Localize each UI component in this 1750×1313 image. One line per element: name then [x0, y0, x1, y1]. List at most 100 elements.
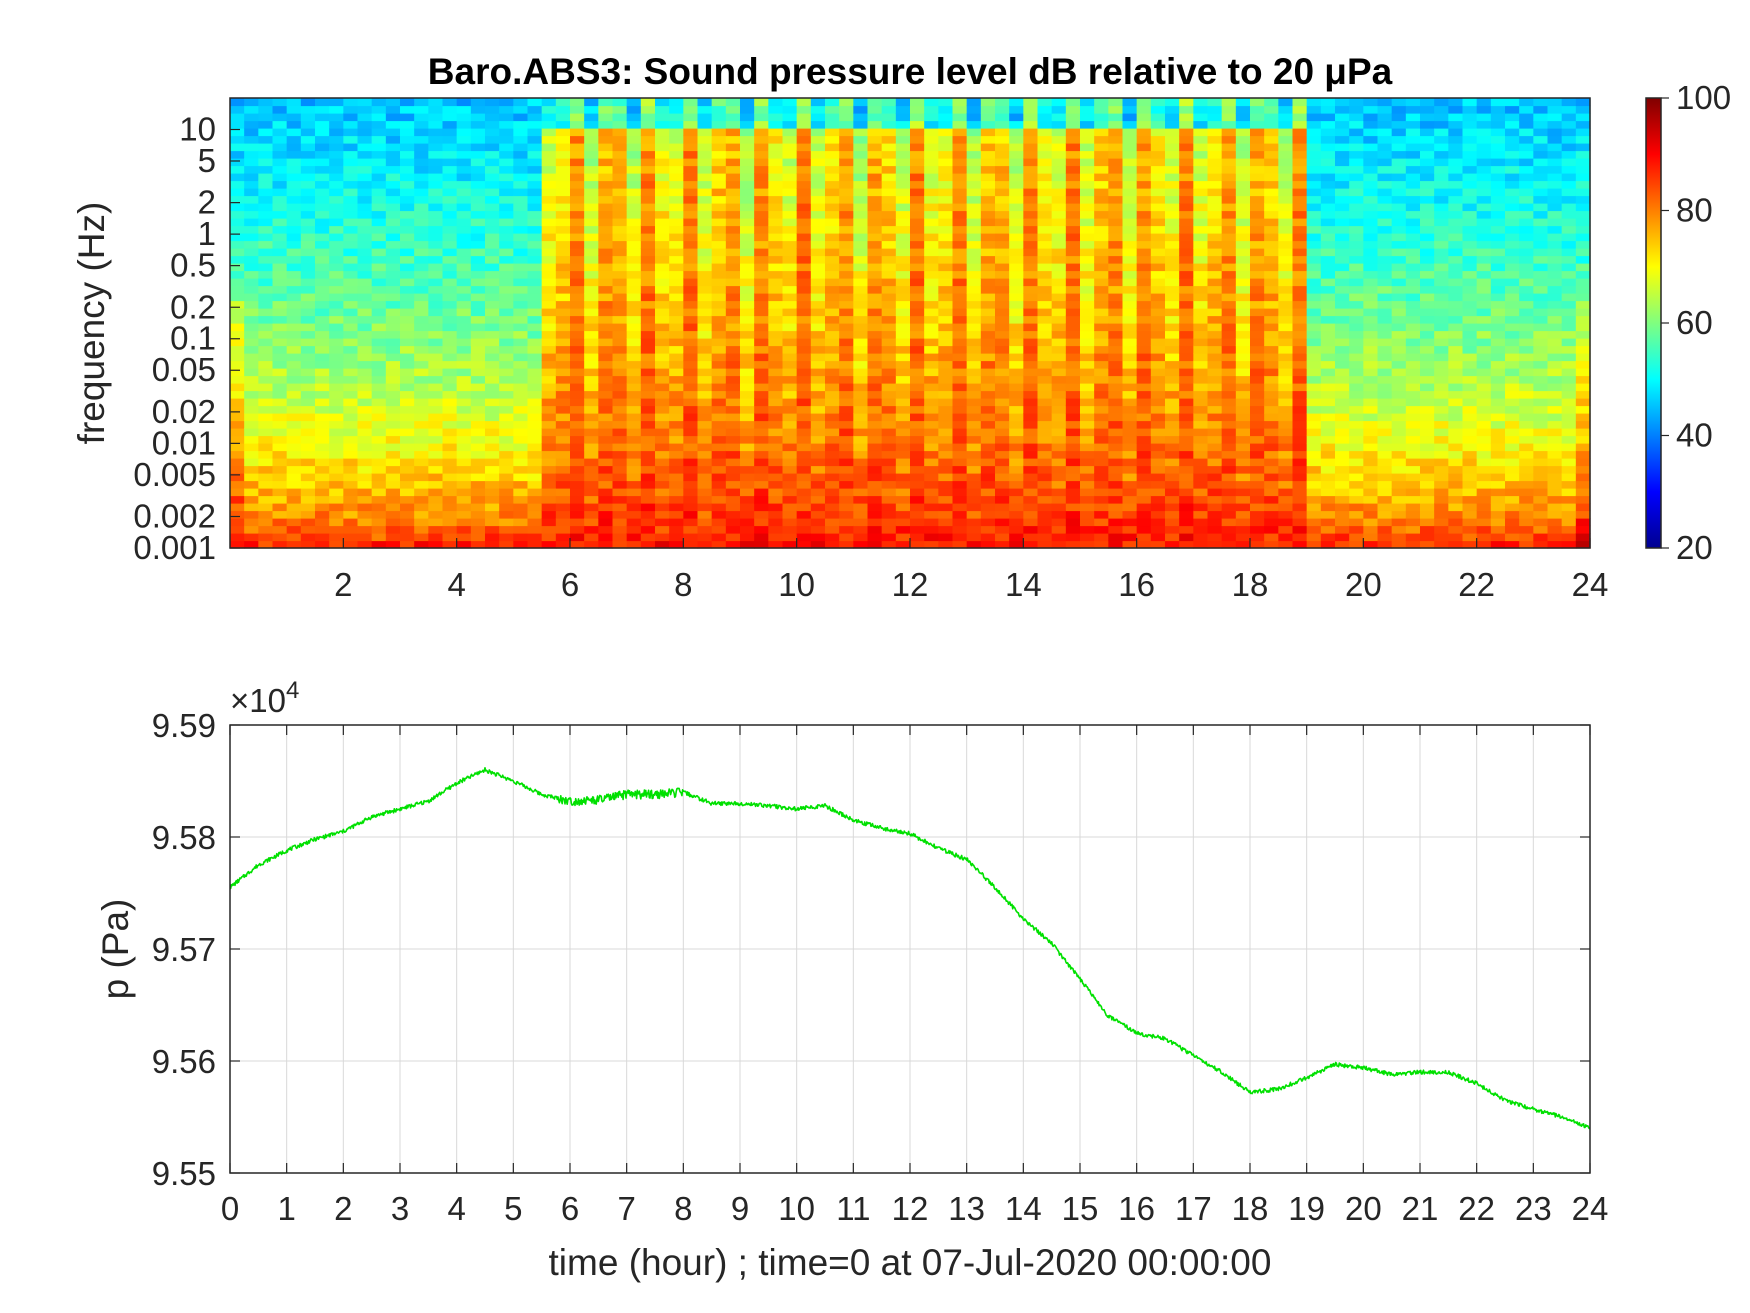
heatmap-cell [1250, 293, 1265, 302]
heatmap-cell [810, 158, 826, 167]
heatmap-cell [1292, 450, 1308, 459]
heatmap-cell [853, 360, 869, 369]
heatmap-cell [1292, 533, 1308, 542]
heatmap-cell [555, 240, 571, 249]
heatmap-cell [1179, 428, 1194, 437]
heatmap-cell [1009, 263, 1024, 272]
heatmap-cell [1037, 120, 1053, 129]
heatmap-cell [456, 510, 472, 519]
heatmap-cell [1278, 525, 1294, 534]
heatmap-cell [938, 533, 954, 542]
heatmap-cell [683, 428, 699, 437]
heatmap-cell [1264, 390, 1279, 399]
heatmap-cell [1278, 135, 1294, 144]
heatmap-cell [825, 540, 840, 549]
heatmap-cell [669, 248, 684, 257]
heatmap-cell [272, 345, 288, 354]
heatmap-cell [485, 143, 500, 152]
heatmap-cell [1377, 233, 1393, 242]
heatmap-cell [1349, 435, 1364, 444]
heatmap-cell [754, 263, 769, 272]
heatmap-cell [1165, 263, 1180, 272]
heatmap-cell [895, 338, 911, 347]
heatmap-cell [1080, 128, 1095, 137]
heatmap-cell [924, 428, 939, 437]
heatmap-cell [995, 383, 1010, 392]
heatmap-cell [1335, 503, 1350, 512]
heatmap-cell [329, 263, 344, 272]
heatmap-cell [1278, 120, 1294, 129]
heatmap-cell [1037, 158, 1053, 167]
heatmap-cell [853, 473, 869, 482]
heatmap-cell [740, 210, 755, 219]
heatmap-cell [711, 465, 727, 474]
heatmap-cell [1122, 480, 1138, 489]
heatmap-cell [1221, 210, 1237, 219]
heatmap-cell [626, 278, 642, 287]
heatmap-cell [513, 285, 529, 294]
heatmap-cell [1320, 465, 1336, 474]
heatmap-cell [867, 233, 883, 242]
heatmap-cell [414, 308, 429, 317]
heatmap-cell [513, 360, 529, 369]
heatmap-cell [1037, 128, 1053, 137]
heatmap-cell [1122, 465, 1138, 474]
heatmap-cell [272, 105, 288, 114]
heatmap-cell [938, 105, 954, 114]
heatmap-cell [513, 128, 529, 137]
heatmap-cell [1080, 98, 1095, 107]
heatmap-cell [400, 195, 415, 204]
heatmap-cell [570, 240, 585, 249]
heatmap-cell [655, 443, 670, 452]
heatmap-cell [456, 465, 472, 474]
heatmap-cell [725, 435, 741, 444]
heatmap-cell [782, 360, 798, 369]
heatmap-cell [1179, 375, 1194, 384]
heatmap-cell [343, 435, 359, 444]
heatmap-cell [1023, 465, 1039, 474]
heatmap-cell [470, 525, 486, 534]
heatmap-cell [825, 495, 840, 504]
heatmap-cell [1108, 240, 1124, 249]
heatmap-cell [272, 218, 288, 227]
heatmap-cell [1363, 285, 1379, 294]
heatmap-cell [286, 330, 302, 339]
heatmap-cell [669, 210, 684, 219]
heatmap-cell [456, 98, 472, 107]
heatmap-cell [1405, 510, 1421, 519]
heatmap-cell [286, 135, 302, 144]
heatmap-cell [980, 338, 996, 347]
heatmap-cell [1335, 405, 1350, 414]
heatmap-cell [1335, 210, 1350, 219]
heatmap-cell [570, 495, 585, 504]
heatmap-cell [1179, 458, 1194, 467]
heatmap-cell [428, 98, 444, 107]
heatmap-cell [810, 510, 826, 519]
heatmap-cell [1009, 143, 1024, 152]
heatmap-cell [1292, 338, 1308, 347]
heatmap-cell [1221, 300, 1237, 309]
heatmap-cell [725, 413, 741, 422]
heatmap-cell [272, 158, 288, 167]
heatmap-cell [839, 270, 854, 279]
heatmap-cell [1023, 195, 1039, 204]
heatmap-cell [1009, 315, 1024, 324]
heatmap-cell [315, 338, 330, 347]
heatmap-cell [669, 158, 684, 167]
heatmap-cell [1122, 270, 1138, 279]
heatmap-cell [810, 128, 826, 137]
heatmap-cell [1320, 345, 1336, 354]
heatmap-cell [669, 488, 684, 497]
heatmap-cell [740, 398, 755, 407]
heatmap-cell [881, 300, 897, 309]
heatmap-cell [938, 413, 954, 422]
heatmap-cell [612, 405, 628, 414]
heatmap-cell [414, 173, 429, 182]
heatmap-cell [1264, 293, 1279, 302]
heatmap-cell [1335, 368, 1350, 377]
heatmap-cell [1065, 135, 1081, 144]
heatmap-cell [1306, 420, 1322, 429]
heatmap-cell [343, 315, 359, 324]
heatmap-cell [1094, 510, 1109, 519]
heatmap-cell [371, 135, 387, 144]
